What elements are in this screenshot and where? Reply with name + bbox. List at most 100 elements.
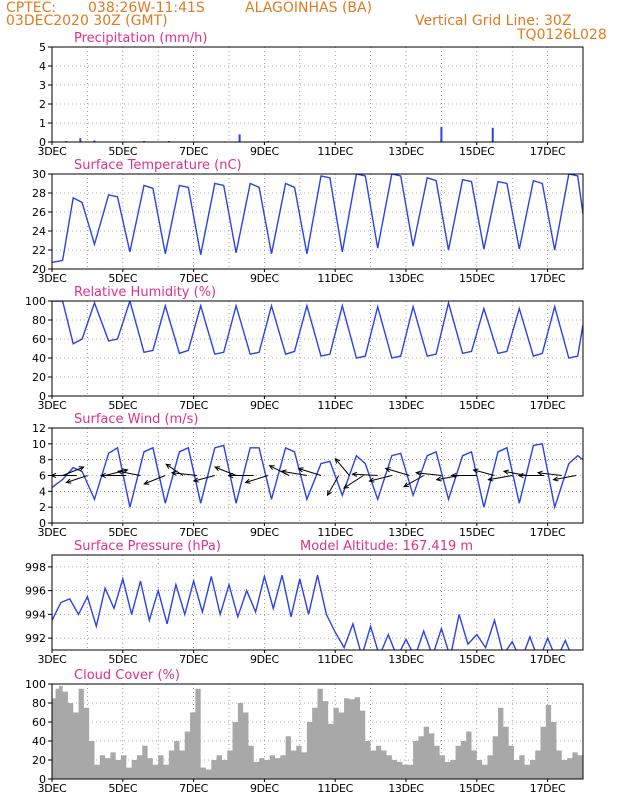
wind-arrow [144,475,166,485]
ytick-label: 998 [25,561,46,574]
panel-frame-4 [51,554,584,651]
precip-bar [79,138,82,142]
xtick-label: 3DEC [38,145,68,158]
wind-arrow-head [351,471,358,477]
ytick-label: 30 [32,168,46,181]
xtick-label: 13DEC [388,653,424,666]
xtick-label: 13DEC [388,272,424,285]
ytick-label: 40 [32,352,46,365]
xtick-label: 5DEC [108,399,138,412]
xtick-label: 3DEC [38,526,68,539]
xtick-label: 9DEC [250,145,280,158]
wind-arrow [473,469,495,476]
xtick-label: 5DEC [108,782,138,795]
wind-arrow [118,470,141,476]
xtick-label: 9DEC [250,782,280,795]
wind-arrow-head [192,477,199,483]
xtick-label: 17DEC [530,399,566,412]
panel-frame-0 [51,46,584,143]
wind-arrow [104,469,128,476]
wind-arrow [214,466,237,476]
wind-arrow-head [342,483,349,489]
wind-arrow [352,473,378,476]
wind-arrow-head [536,470,543,476]
panel-frame-2 [51,300,584,397]
wind-arrow [171,472,198,476]
xtick-label: 7DEC [179,653,209,666]
ytick-label: 0 [39,773,46,786]
wind-arrow [503,470,527,476]
ytick-label: 100 [25,295,46,308]
xtick-label: 15DEC [459,782,495,795]
wind-arrow [245,475,269,483]
wind-arrow [66,475,88,483]
precip-bar [491,127,494,142]
wind-arrow-head [165,463,172,469]
ytick-label: 24 [32,225,46,238]
ytick-label: 2 [39,98,46,111]
wind-arrow-head [227,472,234,479]
xtick-label: 9DEC [250,526,280,539]
ytick-label: 28 [32,187,46,200]
wind-arrow-head [450,472,457,479]
wind-arrow-head [517,472,524,479]
wind-arrow [369,475,392,482]
wind-arrow-head [297,467,304,473]
ytick-label: 992 [25,632,46,645]
precip-bar [93,140,96,142]
wind-arrow [343,475,364,489]
xtick-label: 17DEC [530,782,566,795]
ytick-label: 10 [32,438,46,451]
ytick-label: 100 [25,678,46,691]
xtick-label: 5DEC [108,653,138,666]
wind-arrow-head [280,469,287,475]
wind-arrow-head [143,479,150,485]
xtick-label: 7DEC [179,272,209,285]
header-org: CPTEC: [6,0,57,16]
xtick-label: 15DEC [459,272,495,285]
panel-frame-3 [51,427,584,524]
wind-arrow-head [244,478,251,484]
xtick-label: 13DEC [388,782,424,795]
xtick-label: 3DEC [38,272,68,285]
wind-arrow-head [326,490,332,497]
wind-arrow-head [268,465,275,470]
xtick-label: 9DEC [250,653,280,666]
header-model-code: TQ0126L028 [517,27,607,43]
xtick-label: 7DEC [179,526,209,539]
ytick-label: 1 [39,117,46,130]
panel-frame-5 [51,683,584,780]
wind-arrow-head [78,466,85,472]
xtick-label: 3DEC [38,653,68,666]
wind-arrow [334,458,350,476]
xtick-label: 5DEC [108,145,138,158]
ytick-label: 2 [39,501,46,514]
ytick-label: 0 [39,517,46,530]
xtick-label: 17DEC [530,145,566,158]
xtick-label: 11DEC [317,526,353,539]
ytick-label: 12 [32,422,46,435]
ytick-label: 20 [32,263,46,276]
ytick-label: 20 [32,371,46,384]
wind-arrow-head [384,467,391,473]
panel-title-3: Surface Wind (m/s) [74,412,198,427]
xtick-label: 3DEC [38,399,68,412]
xtick-label: 15DEC [459,399,495,412]
wind-arrow-head [435,476,442,482]
wind-arrow-head [214,466,221,472]
series-line-1 [52,174,583,264]
ytick-label: 4 [39,485,46,498]
wind-arrow [385,468,410,476]
ytick-label: 8 [39,454,46,467]
wind-arrow-head [472,468,479,474]
wind-arrow-head [65,478,72,484]
xtick-label: 7DEC [179,399,209,412]
wind-arrow [553,475,577,481]
wind-arrow-head [415,470,422,476]
panel-annotation-4: Model Altitude: 167.419 m [300,539,473,554]
ytick-label: 20 [32,754,46,767]
series-line-4 [52,573,570,650]
xtick-label: 7DEC [179,145,209,158]
wind-arrow [269,465,290,476]
wind-arrow [488,475,513,481]
